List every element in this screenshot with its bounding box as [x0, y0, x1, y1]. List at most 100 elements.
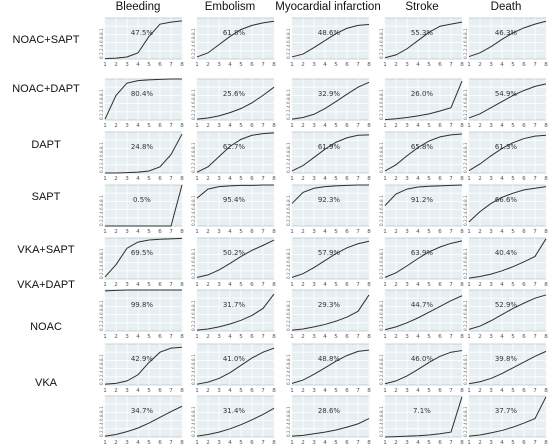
x-tick-label: 1: [383, 229, 387, 235]
plot-area: [384, 184, 463, 227]
x-tick-label: 6: [438, 388, 442, 394]
y-tick-labels: 0.2.2.4.6.8.8.1: [463, 300, 468, 331]
x-tick-label: 8: [180, 282, 184, 288]
x-tick-label: 3: [489, 229, 493, 235]
x-tick-label: 2: [206, 176, 210, 182]
x-tick-label: 4: [323, 229, 327, 235]
x-tick-label: 3: [125, 229, 129, 235]
x-tick-label: 3: [405, 334, 409, 340]
rank-panel: 0.2.2.4.6.8.8.1 1 2 3 4 5 6 7 8 24.8%: [99, 131, 184, 182]
rank-panel: 0.2.2.4.6.8.8.1 1 2 3 4 5 6 7 8 25.6%: [191, 78, 276, 129]
x-tick-label: 6: [522, 62, 526, 68]
x-tick-label: 8: [367, 176, 371, 182]
plot-area: [291, 17, 370, 60]
x-tick-label: 5: [239, 388, 243, 394]
x-tick-label: 7: [449, 440, 453, 445]
x-tick-label: 2: [394, 176, 398, 182]
x-tick-label: 7: [261, 229, 265, 235]
x-tick-label: 8: [272, 388, 276, 394]
x-tick-label: 6: [438, 282, 442, 288]
x-tick-label: 6: [250, 176, 254, 182]
x-tick-label: 6: [438, 176, 442, 182]
sucra-label: 26.0%: [411, 90, 434, 98]
x-tick-label: 1: [103, 440, 107, 445]
y-tick-labels: 0.2.2.4.6.8.8.1: [379, 406, 384, 437]
cumulative-rank-line: [104, 346, 183, 385]
rank-panel: 0.2.2.4.6.8.8.1 1 2 3 4 5 6 7 8 46.3%: [463, 17, 548, 68]
x-tick-label: 8: [544, 334, 548, 340]
column-header: Embolism: [204, 1, 256, 13]
x-tick-label: 1: [103, 123, 107, 129]
x-tick-label: 8: [367, 388, 371, 394]
cumulative-rank-line: [291, 184, 369, 204]
x-tick-label: 3: [489, 176, 493, 182]
rank-panel: 0.2.2.4.6.8.8.1 1 2 3 4 5 6 7 8 61.9%: [286, 131, 371, 182]
x-tick-label: 2: [478, 334, 482, 340]
sucra-label: 37.7%: [495, 407, 518, 415]
sucra-label: 40.4%: [495, 249, 518, 257]
x-tick-label: 1: [103, 282, 107, 288]
plot-area: [468, 131, 547, 174]
x-tick-label: 7: [356, 440, 360, 445]
x-tick-label: 7: [449, 282, 453, 288]
y-tick-labels: 0.2.2.4.6.8.8.1: [463, 89, 468, 120]
x-tick-label: 3: [489, 62, 493, 68]
x-tick-label: 2: [478, 229, 482, 235]
x-tick-label: 5: [427, 440, 431, 445]
x-tick-label: 8: [460, 282, 464, 288]
x-tick-label: 2: [206, 282, 210, 288]
sucra-label: 47.5%: [131, 29, 154, 37]
x-tick-label: 2: [114, 176, 118, 182]
x-tick-label: 6: [158, 334, 162, 340]
x-tick-label: 3: [125, 62, 129, 68]
x-tick-label: 3: [405, 176, 409, 182]
x-tick-label: 8: [272, 123, 276, 129]
row-label: NOAC+SAPT: [12, 34, 80, 46]
x-tick-label: 4: [416, 176, 420, 182]
rank-panel: 0.2.2.4.6.8.8.1 1 2 3 4 5 6 7 8 48.6%: [286, 17, 371, 68]
x-tick-label: 4: [500, 440, 504, 445]
x-tick-label: 1: [195, 440, 199, 445]
x-tick-label: 6: [345, 282, 349, 288]
x-tick-label: 3: [405, 62, 409, 68]
x-tick-label: 5: [147, 229, 151, 235]
x-tick-label: 2: [114, 388, 118, 394]
x-tick-label: 7: [533, 123, 537, 129]
x-tick-label: 2: [301, 62, 305, 68]
x-tick-label: 5: [147, 176, 151, 182]
x-tick-label: 7: [356, 176, 360, 182]
x-tick-label: 3: [405, 440, 409, 445]
y-tick-labels: 0.2.2.4.6.8.8.1: [286, 195, 291, 226]
y-tick-labels: 0.2.2.4.6.8.8.1: [286, 248, 291, 279]
x-tick-label: 5: [427, 62, 431, 68]
y-tick-labels: 0.2.2.4.6.8.8.1: [286, 406, 291, 437]
row-label: VKA: [34, 377, 57, 389]
y-tick-labels: 0.2.2.4.6.8.8.1: [99, 300, 104, 331]
cumulative-rank-line: [196, 239, 275, 278]
sucra-label: 61.9%: [318, 143, 341, 151]
x-tick-label: 4: [323, 388, 327, 394]
rank-panel: 0.2.2.4.6.8.8.1 1 2 3 4 5 6 7 8 29.3%: [286, 289, 371, 340]
rank-panel: 0.2.2.4.6.8.8.1 1 2 3 4 5 6 7 8 99.8%: [99, 289, 184, 340]
x-tick-label: 3: [312, 388, 316, 394]
x-tick-label: 4: [136, 62, 140, 68]
x-tick-label: 1: [195, 388, 199, 394]
x-tick-label: 3: [312, 440, 316, 445]
x-tick-label: 3: [405, 229, 409, 235]
rank-panel: 0.2.2.4.6.8.8.1 1 2 3 4 5 6 7 8 55.3%: [379, 17, 464, 68]
y-tick-labels: 0.2.2.4.6.8.8.1: [191, 195, 196, 226]
x-tick-label: 1: [290, 229, 294, 235]
x-tick-label: 8: [544, 282, 548, 288]
x-tick-label: 7: [169, 440, 173, 445]
y-tick-labels: 0.2.2.4.6.8.8.1: [286, 142, 291, 173]
sucra-label: 28.6%: [318, 407, 341, 415]
y-tick-labels: 0.2.2.4.6.8.8.1: [191, 406, 196, 437]
x-tick-label: 7: [533, 62, 537, 68]
rank-panel: 0.2.2.4.6.8.8.1 1 2 3 4 5 6 7 8 63.9%: [379, 237, 464, 288]
x-tick-label: 5: [147, 62, 151, 68]
x-tick-label: 3: [125, 440, 129, 445]
cumulative-rank-line: [291, 240, 370, 278]
x-tick-label: 6: [522, 282, 526, 288]
x-tick-label: 8: [180, 388, 184, 394]
sucra-label: 34.7%: [131, 407, 154, 415]
